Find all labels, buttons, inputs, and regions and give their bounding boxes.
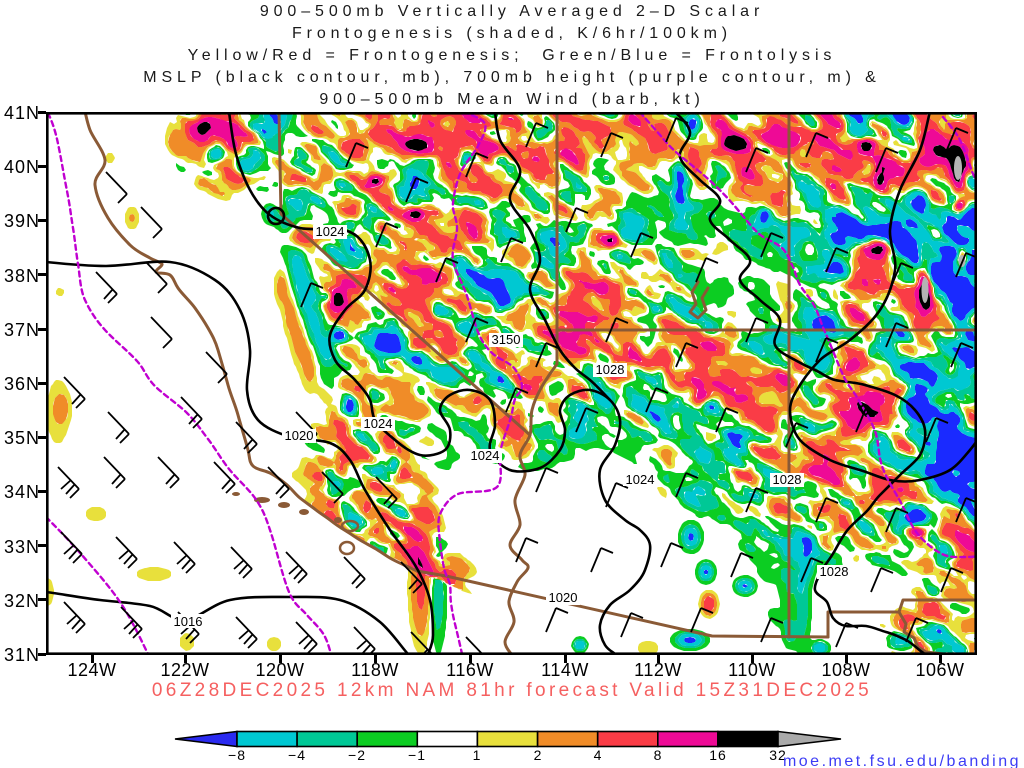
svg-text:1024: 1024 [364, 416, 393, 431]
svg-text:1024: 1024 [626, 472, 655, 487]
svg-text:1024: 1024 [471, 448, 500, 463]
svg-text:1020: 1020 [285, 428, 314, 443]
svg-text:3150: 3150 [492, 332, 521, 347]
svg-text:1020: 1020 [549, 590, 578, 605]
svg-text:1024: 1024 [316, 224, 345, 239]
svg-text:1028: 1028 [820, 564, 849, 579]
svg-text:1028: 1028 [773, 472, 802, 487]
svg-text:1028: 1028 [596, 362, 625, 377]
svg-text:1016: 1016 [174, 614, 203, 629]
